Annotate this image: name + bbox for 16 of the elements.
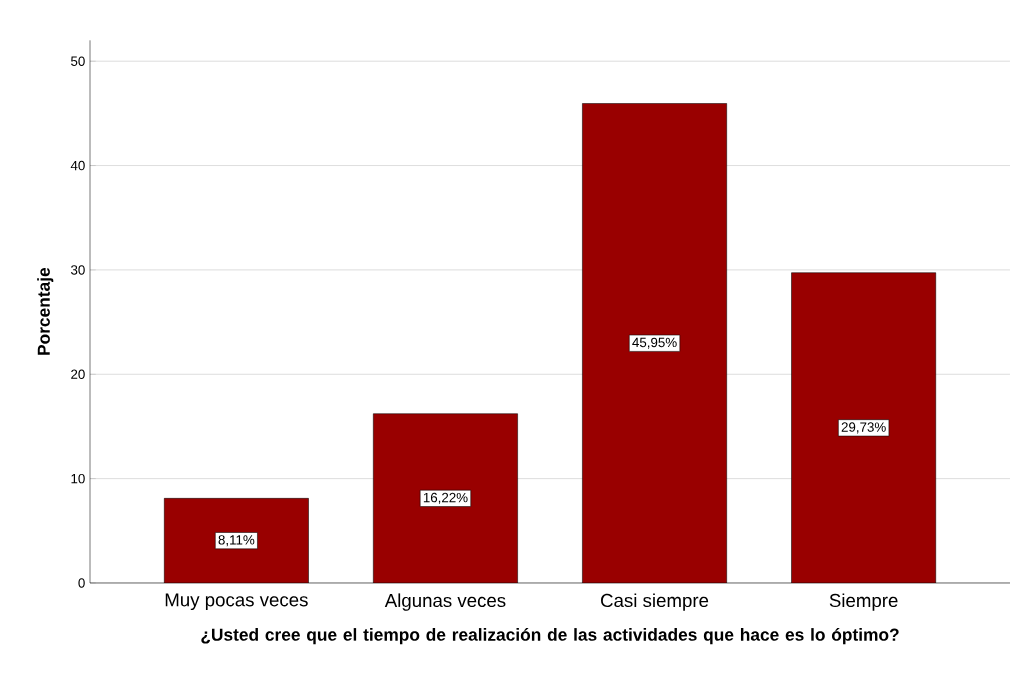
x-tick-label: Muy pocas veces <box>165 593 308 611</box>
x-tick-label: Siempre <box>829 593 898 611</box>
data-label: 8,11% <box>218 535 255 547</box>
y-tick-label: 40 <box>70 160 85 171</box>
data-label: 45,95% <box>632 337 677 349</box>
x-tick-label: Algunas veces <box>384 593 506 611</box>
y-axis-title: Porcentaje <box>37 267 54 355</box>
data-label: 16,22% <box>423 492 468 504</box>
x-axis-title: ¿Usted cree que el tiempo de realización de las actividades que hace es lo óptimo? <box>201 627 899 645</box>
y-tick-label: 50 <box>71 56 85 66</box>
y-tick-label: 10 <box>71 473 85 484</box>
y-tick-label: 30 <box>70 265 85 275</box>
data-label: 29,73% <box>841 422 886 434</box>
x-tick-label: Casi siempre <box>601 593 709 611</box>
y-tick-label: 0 <box>78 578 85 588</box>
y-tick-label: 20 <box>71 369 85 379</box>
